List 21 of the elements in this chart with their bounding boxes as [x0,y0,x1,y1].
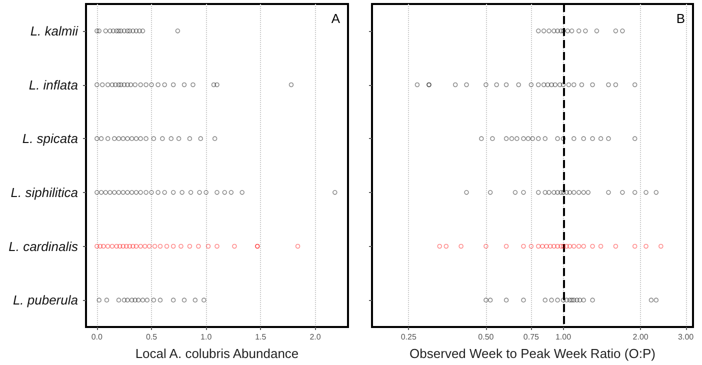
y-tick-label: L. kalmii [30,23,80,38]
annotation: B [676,11,685,26]
y-tick-label: L. inflata [28,77,78,92]
x-tick-label: 0.0 [91,332,104,342]
y-tick-label: L. siphilitica [10,184,78,200]
x-tick-label: 0.50 [478,332,494,342]
x-tick-label: 1.0 [200,332,212,342]
x-tick-label: 1.00 [555,332,572,342]
x-axis-title: Local A. colubris Abundance [135,346,299,361]
x-tick-label: 1.5 [255,332,267,342]
x-tick-label: 3.00 [678,332,694,342]
annotation: A [331,11,340,26]
y-tick-label: L. spicata [22,131,78,146]
x-tick-label: 0.25 [400,332,417,342]
x-axis-title: Observed Week to Peak Week Ratio (O:P) [410,346,656,361]
x-tick-label: 2.0 [310,332,322,342]
y-tick-label: L. puberula [12,292,78,308]
x-tick-label: 0.5 [146,332,158,342]
x-tick-label: 0.75 [523,332,540,342]
x-tick-label: 2.00 [632,332,649,342]
y-tick-label: L. cardinalis [8,238,78,254]
